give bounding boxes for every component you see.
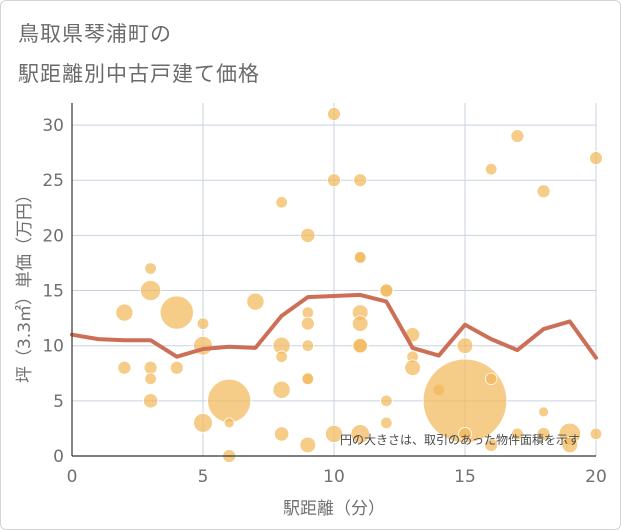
bubble-point-55	[536, 184, 551, 199]
bubble-point-37	[352, 338, 368, 354]
x-tick-label: 5	[198, 467, 209, 487]
y-tick-label: 25	[42, 171, 64, 191]
bubble-point-52	[484, 438, 499, 452]
bubble-point-20	[273, 426, 290, 442]
average-price-line	[70, 292, 598, 360]
bubble-point-13	[223, 417, 235, 429]
bubble-point-0	[115, 303, 134, 322]
bubble-point-42	[380, 416, 393, 430]
bubble-point-15	[246, 292, 265, 311]
bubble-point-9	[196, 317, 210, 330]
bubble-point-51	[485, 372, 498, 385]
bubble-point-11	[193, 413, 213, 433]
bubble-point-2	[144, 262, 157, 275]
bubble-point-49	[458, 427, 472, 441]
bubble-point-3	[140, 280, 162, 302]
bubble-point-5	[144, 372, 157, 385]
y-tick-label: 20	[42, 226, 64, 246]
bubble-point-47	[456, 337, 474, 354]
bubble-point-38	[350, 424, 371, 444]
y-tick-label: 5	[53, 392, 64, 412]
y-tick-label: 30	[42, 116, 64, 136]
bubble-point-12	[207, 378, 252, 423]
x-tick-label: 0	[67, 467, 78, 487]
bubble-point-27	[299, 436, 317, 454]
bubble-point-56	[538, 406, 549, 418]
bubble-point-1	[117, 360, 132, 375]
bubble-point-31	[353, 173, 368, 188]
bubble-point-40	[379, 283, 394, 298]
y-tick-label: 15	[42, 282, 64, 302]
bubble-point-8	[169, 360, 184, 375]
bubble-point-54	[511, 427, 524, 441]
x-tick-label: 15	[454, 467, 476, 487]
bubble-point-57	[536, 427, 551, 441]
bubble-point-33	[354, 251, 367, 264]
bubble-point-24	[301, 339, 315, 352]
bubble-point-35	[351, 315, 369, 332]
bubble-size-note: 円の大きさは、取引のあった物件面積を示す	[340, 432, 580, 447]
bubble-point-7	[159, 295, 194, 330]
bubble-point-29	[327, 173, 341, 188]
bubble-point-28	[327, 107, 341, 121]
bubble-point-4	[143, 360, 158, 375]
x-axis-title: 駅距離（分）	[283, 499, 385, 519]
bubble-point-53	[510, 129, 525, 143]
y-tick-label: 10	[42, 337, 64, 357]
bubble-point-26	[301, 372, 315, 385]
chart-title-line2: 駅距離別中古戸建て価格	[18, 62, 260, 86]
bubble-point-30	[324, 424, 343, 443]
chart-title-line1: 鳥取県琴浦町の	[18, 22, 172, 46]
y-axis-title: 坪（3.3㎡）単価（万円）	[15, 186, 35, 383]
bubble-point-6	[143, 393, 159, 409]
x-tick-label: 10	[323, 467, 345, 487]
bubble-point-61	[589, 427, 603, 441]
bubble-point-18	[275, 350, 288, 363]
bubble-point-60	[589, 151, 603, 166]
y-tick-label: 0	[53, 447, 64, 467]
bubble-point-59	[561, 436, 579, 454]
bubble-point-16	[275, 196, 288, 209]
bubble-point-45	[404, 359, 421, 377]
bubble-point-21	[300, 227, 316, 243]
bubble-point-22	[301, 306, 315, 319]
bubble-point-50	[485, 162, 498, 176]
x-tick-label: 20	[585, 467, 607, 487]
bubble-point-19	[272, 380, 291, 399]
bubble-point-41	[380, 394, 393, 408]
bubble-point-23	[300, 316, 315, 331]
